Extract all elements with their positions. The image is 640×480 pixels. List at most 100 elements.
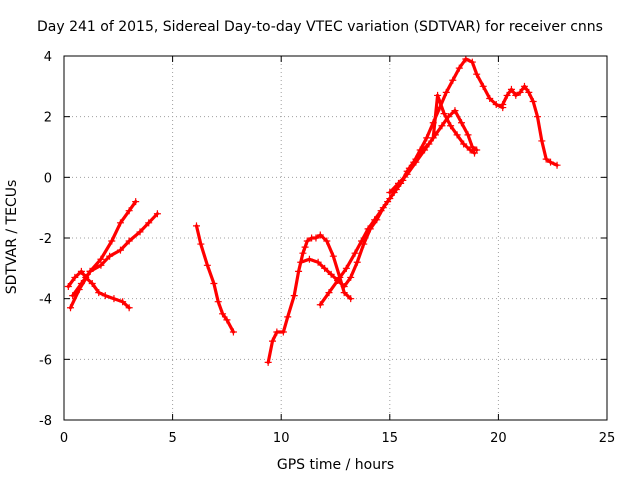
x-tick-label: 10 xyxy=(273,431,290,446)
data-point xyxy=(295,267,303,275)
data-point xyxy=(371,216,379,224)
data-point xyxy=(303,237,311,245)
data-point xyxy=(386,189,394,196)
series-trace xyxy=(66,269,131,310)
series-8 xyxy=(386,91,479,196)
series-trace xyxy=(71,212,159,298)
data-point xyxy=(340,289,348,297)
data-point xyxy=(116,246,124,254)
data-point xyxy=(273,328,281,336)
data-point xyxy=(468,58,476,66)
data-point xyxy=(538,137,546,145)
data-point xyxy=(110,295,118,303)
data-point xyxy=(520,82,528,90)
grid-layer xyxy=(64,56,607,420)
data-point xyxy=(347,273,355,281)
data-point xyxy=(464,131,472,139)
data-point xyxy=(116,219,124,227)
data-point xyxy=(334,276,342,284)
series-trace xyxy=(68,200,138,310)
y-tick-label: -8 xyxy=(39,414,52,429)
data-point xyxy=(301,243,309,251)
data-point xyxy=(197,240,205,248)
data-point xyxy=(451,107,459,115)
data-point xyxy=(457,119,465,127)
data-point xyxy=(284,313,292,321)
data-point xyxy=(69,292,77,300)
plot-frame xyxy=(63,55,608,421)
data-point xyxy=(423,134,431,142)
data-point xyxy=(516,88,524,96)
data-point xyxy=(71,273,79,281)
chart-title: Day 241 of 2015, Sidereal Day-to-day VTE… xyxy=(37,19,603,35)
y-tick-label: 4 xyxy=(44,50,52,65)
series-trace xyxy=(501,84,559,167)
data-point xyxy=(136,228,144,236)
data-point xyxy=(316,301,324,309)
data-point xyxy=(434,91,442,99)
data-point xyxy=(101,292,109,300)
data-point xyxy=(547,158,555,166)
data-point xyxy=(353,258,361,266)
series-layer xyxy=(64,55,561,366)
data-point xyxy=(64,283,72,291)
data-point xyxy=(358,237,366,245)
series-trace xyxy=(318,57,505,307)
data-point xyxy=(264,358,272,366)
data-point xyxy=(542,155,550,163)
data-point xyxy=(153,210,161,218)
data-point xyxy=(377,207,385,215)
series-3 xyxy=(69,210,161,300)
data-point xyxy=(449,76,457,84)
data-point xyxy=(438,122,446,130)
y-tick-label: 2 xyxy=(44,111,52,126)
data-point xyxy=(132,198,140,206)
data-point xyxy=(512,91,520,99)
data-point xyxy=(440,110,448,118)
data-point xyxy=(471,149,479,157)
series-4 xyxy=(192,222,237,336)
data-point xyxy=(269,337,277,345)
data-point xyxy=(95,289,103,297)
data-point xyxy=(492,101,500,109)
data-point xyxy=(229,328,237,336)
y-tick-label: -6 xyxy=(39,353,52,368)
data-point xyxy=(299,249,307,257)
x-tick-label: 25 xyxy=(599,431,616,446)
data-point xyxy=(503,91,511,99)
data-point xyxy=(321,264,329,272)
data-point xyxy=(203,261,211,269)
data-point xyxy=(67,304,75,312)
series-trace xyxy=(194,224,235,334)
data-point xyxy=(394,179,402,187)
data-point xyxy=(460,140,468,148)
data-point xyxy=(316,231,324,239)
data-point xyxy=(525,88,533,96)
data-point xyxy=(305,255,313,263)
series-2 xyxy=(64,267,133,312)
y-axis-label: SDTVAR / TECUs xyxy=(4,179,20,295)
data-point xyxy=(351,249,359,257)
y-tick-label: -4 xyxy=(39,293,52,308)
data-point xyxy=(462,55,470,63)
data-point xyxy=(507,85,515,93)
data-point xyxy=(429,134,437,142)
data-point xyxy=(553,161,561,169)
data-point xyxy=(119,298,127,306)
data-point xyxy=(529,98,537,105)
data-point xyxy=(125,304,133,312)
data-point xyxy=(77,267,85,275)
data-point xyxy=(466,146,474,154)
data-point xyxy=(223,316,231,324)
x-tick-label: 15 xyxy=(382,431,399,446)
data-point xyxy=(88,280,96,287)
series-9 xyxy=(499,82,561,169)
data-point xyxy=(125,237,133,245)
data-point xyxy=(106,252,114,260)
series-7 xyxy=(316,55,507,309)
data-point xyxy=(479,82,487,90)
tick-layer: 0 5 10 15 20 25 -8 -6 -4 -2 0 2 4 xyxy=(39,50,615,446)
data-point xyxy=(340,283,348,291)
data-point xyxy=(108,237,116,245)
